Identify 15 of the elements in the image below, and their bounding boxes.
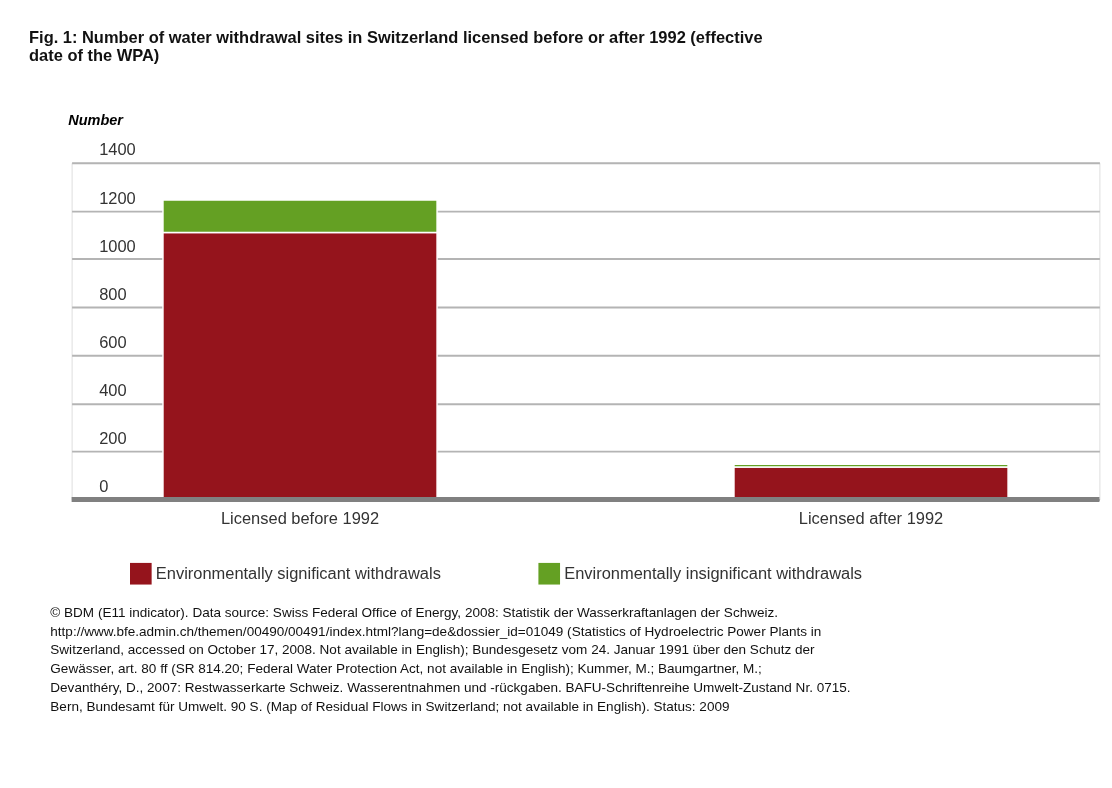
y-tick-label: 400 [99,381,127,400]
y-tick-label: 1200 [99,188,136,207]
y-axis-title: Number [68,112,125,129]
y-tick-label: 600 [99,332,127,351]
y-tick-label: 1000 [99,236,136,255]
y-tick-label: 800 [99,284,127,303]
x-tick-label: Licensed after 1992 [798,509,944,528]
y-tick-label: 0 [99,477,109,496]
legend-label: Environmentally significant withdrawals [155,563,441,582]
chart-title: Fig. 1: Number of water withdrawal sites in Switzerland licensed before or after 1992 (effective date of the WPA) [29,27,763,65]
y-tick-label: 1400 [99,140,136,159]
legend-label: Environmentally insignificant withdrawals [564,563,863,582]
text: © BDM (E11 indicator). Data source: Swiss Federal Office of Energy, 2008: Statistik der Wasserkraftanlagen der Schweiz. http://www.bfe.admin.ch/themen/00490/00491/index.html?lang=de&dossier_id=01049 (Statistics of Hydroelectric Power Plants in Switzerland, accessed on October 17, 2008. Not available in English); Bundesgesetz vom 24. Januar 1991 über den Schutz der Gewässer, art. 80 ff (SR 814.20; Federal Water Protection Act, not available in English); Kummer, M.; Baumgartner, M.; Devanthéry, D., 2007: Restwasserkarte Schweiz. Wasserentnahmen und -rückgaben. BAFU-Schriftenreihe Umwelt-Zustand Nr. 0715. Bern, Bundesamt für Umwelt. 90 S. (Map of Residual Flows in Switzerland; not available in English). Status: 2009 [50,604,851,714]
x-tick-label: Licensed before 1992 [220,509,380,528]
y-tick-label: 200 [99,429,127,448]
